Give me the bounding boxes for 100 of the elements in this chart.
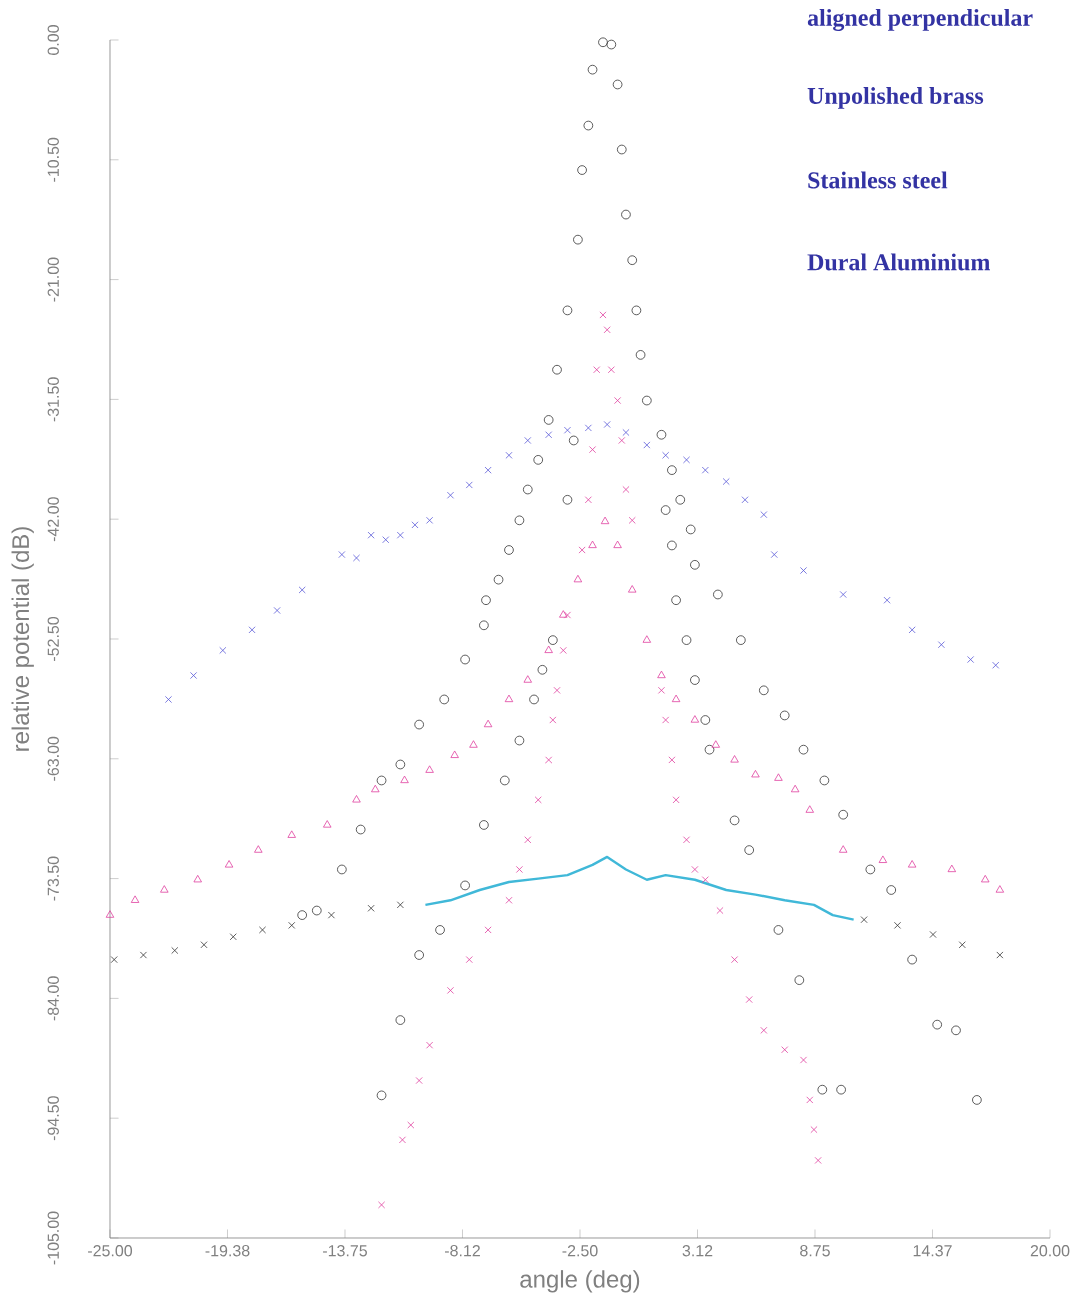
x-tick-label: 3.12 (682, 1245, 713, 1257)
point (258, 926, 266, 934)
point (200, 941, 208, 949)
point (996, 951, 1004, 959)
point (790, 784, 800, 793)
point (563, 426, 571, 434)
point (563, 611, 571, 619)
point (805, 805, 814, 813)
point (690, 560, 700, 570)
point (522, 484, 533, 495)
point (836, 1084, 846, 1095)
point (407, 1121, 415, 1129)
point (439, 694, 450, 705)
point (414, 950, 424, 960)
y-tick-label: -10.50 (47, 137, 59, 182)
point (548, 635, 558, 645)
point (635, 350, 646, 360)
point (367, 531, 375, 539)
point (446, 491, 454, 499)
point (382, 536, 390, 544)
point (622, 486, 630, 494)
y-tick-label: -31.50 (47, 377, 59, 422)
point (355, 824, 366, 835)
x-tick-label: 20.00 (1030, 1245, 1070, 1257)
point (465, 481, 473, 489)
point (378, 1201, 386, 1209)
point (545, 431, 553, 439)
annotation: Dural Aluminium (807, 253, 990, 271)
point (683, 456, 691, 464)
point (642, 635, 652, 643)
point (681, 635, 692, 645)
point (504, 694, 514, 703)
point (878, 855, 888, 863)
point (537, 665, 548, 675)
point (631, 305, 642, 316)
point (484, 466, 492, 474)
point (683, 836, 691, 844)
point (493, 574, 504, 585)
point (907, 860, 917, 868)
point (481, 595, 491, 605)
point (662, 716, 670, 724)
point (667, 465, 677, 475)
point (958, 941, 966, 949)
point (396, 531, 404, 539)
x-tick-label: 8.75 (800, 1245, 830, 1257)
point (534, 796, 542, 804)
point (716, 907, 724, 915)
point (992, 661, 1000, 669)
point (711, 740, 720, 748)
point (446, 986, 454, 994)
point (736, 635, 746, 645)
point (798, 744, 809, 755)
point (685, 524, 696, 535)
point (690, 675, 700, 685)
point (529, 694, 539, 705)
point (224, 860, 234, 868)
point (273, 606, 281, 614)
point (883, 596, 891, 604)
point (929, 930, 937, 939)
point (838, 845, 848, 853)
point (810, 1126, 818, 1134)
point (627, 255, 638, 265)
y-tick-label: -84.00 (47, 976, 59, 1021)
point (675, 495, 686, 505)
y-tick-label: -42.00 (47, 497, 59, 542)
point (160, 885, 169, 893)
x-tick-label: 14.37 (913, 1245, 952, 1257)
point (505, 451, 513, 459)
point (435, 925, 445, 935)
point (559, 646, 567, 654)
point (622, 428, 630, 436)
point (806, 1096, 814, 1104)
point (656, 429, 667, 440)
point (450, 750, 459, 758)
point (338, 551, 346, 559)
point (606, 39, 617, 50)
point (817, 1084, 828, 1095)
y-tick-label: -21.00 (47, 257, 59, 302)
point (668, 756, 676, 764)
point (171, 946, 179, 954)
point (396, 901, 404, 909)
point (770, 551, 778, 559)
point (297, 910, 307, 920)
point (544, 645, 553, 653)
annotation: Stainless steel (808, 171, 948, 189)
y-tick-label: -52.50 (47, 616, 59, 661)
y-tick-label: -105.00 (47, 1211, 59, 1265)
point (425, 765, 434, 773)
point (691, 865, 699, 873)
point (657, 670, 666, 679)
point (584, 496, 592, 504)
point (781, 1046, 789, 1054)
point (573, 574, 583, 583)
point (287, 830, 296, 838)
point (672, 796, 680, 804)
text: aligned perpendicular (807, 9, 1033, 31)
point (562, 495, 573, 505)
point (552, 364, 562, 375)
point (701, 466, 709, 474)
point (800, 1056, 808, 1064)
